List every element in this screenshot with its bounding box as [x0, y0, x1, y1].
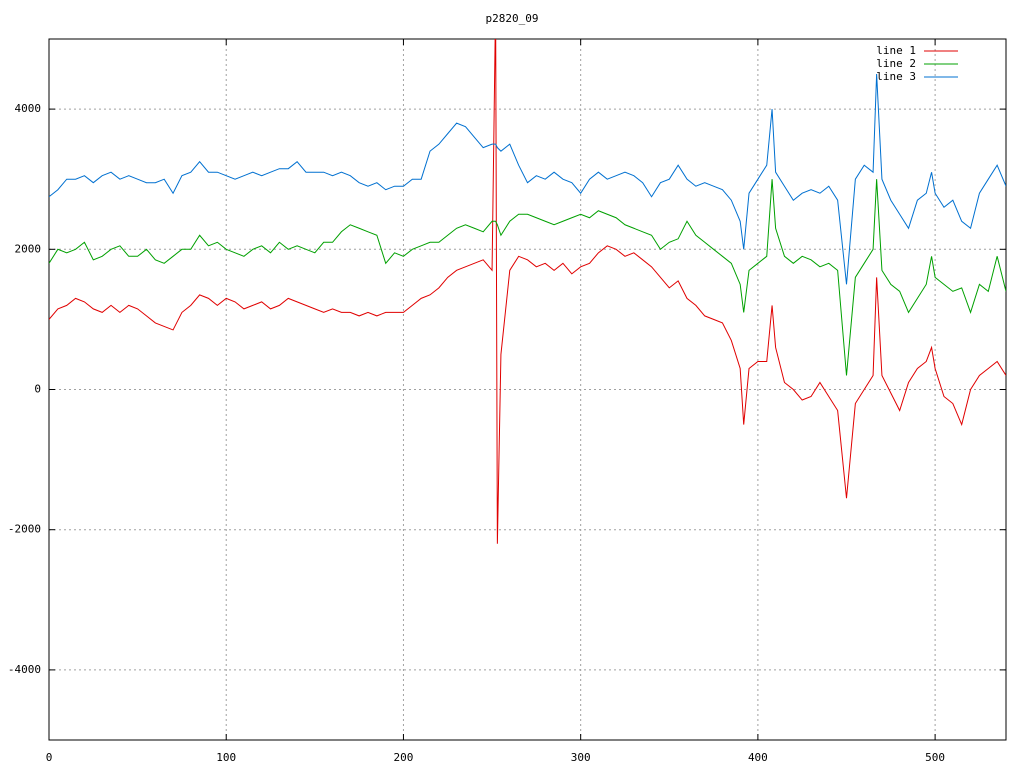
chart-title: p2820_09 [486, 12, 539, 25]
x-tick-label: 500 [925, 751, 945, 764]
y-tick-label: 0 [34, 383, 41, 396]
data-line [49, 74, 1006, 285]
data-line [49, 39, 1006, 544]
y-tick-label: 4000 [15, 102, 42, 115]
x-tick-label: 0 [46, 751, 53, 764]
x-tick-label: 400 [748, 751, 768, 764]
plot-frame [48, 38, 1007, 741]
data-line [49, 179, 1006, 376]
legend-label: line 3 [876, 70, 916, 83]
y-tick-label: -2000 [8, 523, 41, 536]
y-tick-label: 2000 [15, 242, 42, 255]
x-tick-label: 100 [216, 751, 236, 764]
legend-label: line 2 [876, 57, 916, 70]
y-tick-label: -4000 [8, 663, 41, 676]
legend-label: line 1 [876, 44, 916, 57]
x-tick-label: 200 [394, 751, 414, 764]
x-tick-label: 300 [571, 751, 591, 764]
